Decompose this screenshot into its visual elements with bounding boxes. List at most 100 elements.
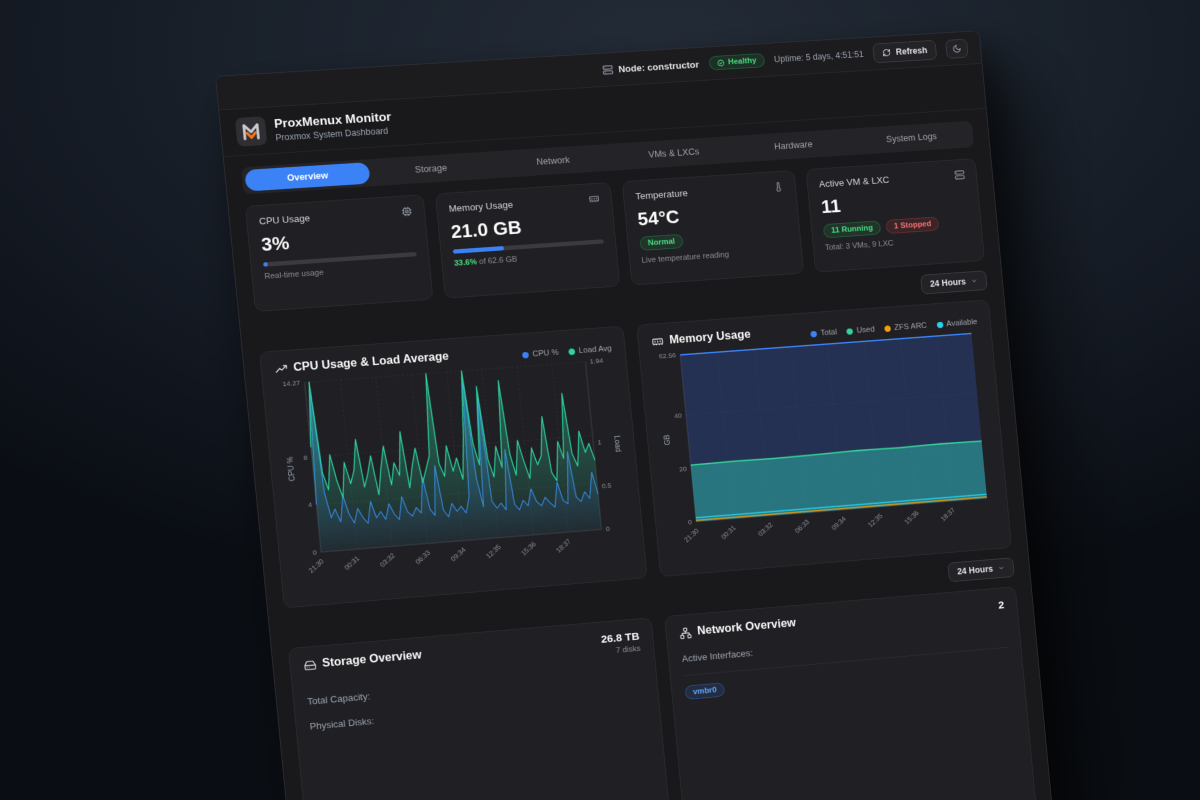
svg-text:GB: GB bbox=[662, 434, 672, 445]
chevron-down-icon bbox=[997, 564, 1005, 571]
legend-dot bbox=[846, 328, 853, 335]
legend-dot bbox=[936, 321, 943, 328]
svg-text:0.5: 0.5 bbox=[601, 482, 611, 489]
network-title-row: Network Overview bbox=[679, 617, 797, 640]
memory-usage-card: Memory Usage 21.0 GB 33.6% of 62.6 GB bbox=[435, 182, 620, 298]
tab-system-logs[interactable]: System Logs bbox=[852, 124, 972, 152]
cpu-load-chart-panel: CPU Usage & Load Average CPU % Load Avg … bbox=[259, 326, 647, 609]
app-logo bbox=[235, 116, 267, 146]
tab-network[interactable]: Network bbox=[491, 147, 614, 176]
network-summary-value: 2 bbox=[998, 599, 1005, 611]
temperature-value: 54°C bbox=[637, 199, 787, 231]
tab-storage[interactable]: Storage bbox=[368, 154, 493, 183]
svg-text:21:30: 21:30 bbox=[308, 558, 326, 575]
svg-text:14.27: 14.27 bbox=[282, 380, 300, 388]
memory-icon bbox=[651, 335, 664, 348]
svg-text:0: 0 bbox=[606, 526, 611, 533]
storage-overview-panel: Storage Overview 26.8 TB 7 disks Total C… bbox=[288, 617, 675, 800]
svg-text:09:34: 09:34 bbox=[450, 547, 468, 564]
cpu-usage-value: 3% bbox=[260, 224, 415, 256]
check-circle-icon bbox=[716, 59, 725, 67]
vm-running-badge: 11 Running bbox=[823, 220, 882, 238]
tab-overview[interactable]: Overview bbox=[244, 162, 370, 191]
memory-used-pct: 33.6% bbox=[454, 258, 478, 268]
node-label: Node: constructor bbox=[618, 59, 700, 74]
dashboard-content: Overview Storage Network VMs & LXCs Hard… bbox=[224, 109, 1053, 800]
charts-row: CPU Usage & Load Average CPU % Load Avg … bbox=[259, 299, 1012, 608]
svg-text:1: 1 bbox=[597, 440, 602, 447]
cpu-chip-icon bbox=[401, 206, 413, 217]
svg-text:00:31: 00:31 bbox=[721, 525, 738, 541]
interface-badge: vmbr0 bbox=[685, 682, 726, 699]
legend-dot bbox=[810, 330, 817, 337]
page-background: Node: constructor Healthy Uptime: 5 days… bbox=[0, 0, 1200, 800]
chevron-down-icon bbox=[970, 277, 978, 284]
cpu-usage-card: CPU Usage 3% Real-time usage bbox=[245, 194, 433, 312]
uptime-text: Uptime: 5 days, 4:51:51 bbox=[774, 49, 864, 64]
vm-lxc-card: Active VM & LXC 11 11 Running 1 Stopped … bbox=[806, 158, 985, 272]
dashboard-window: Node: constructor Healthy Uptime: 5 days… bbox=[215, 30, 1053, 800]
network-overview-panel: Network Overview 2 Active Interfaces: vm… bbox=[664, 586, 1038, 800]
svg-text:12:35: 12:35 bbox=[485, 544, 502, 560]
vm-card-title: Active VM & LXC bbox=[819, 174, 890, 189]
svg-text:12:35: 12:35 bbox=[867, 513, 884, 529]
svg-text:03:32: 03:32 bbox=[379, 552, 397, 569]
health-badge: Healthy bbox=[708, 53, 765, 70]
node-info: Node: constructor bbox=[602, 59, 699, 75]
svg-text:0: 0 bbox=[688, 519, 693, 526]
storage-title-row: Storage Overview bbox=[303, 649, 422, 672]
time-range-select-charts[interactable]: 24 Hours bbox=[947, 557, 1014, 582]
refresh-icon bbox=[882, 48, 891, 57]
trending-up-icon bbox=[274, 363, 288, 376]
svg-text:4: 4 bbox=[308, 502, 313, 509]
legend-dot bbox=[884, 325, 891, 332]
tab-hardware[interactable]: Hardware bbox=[733, 131, 854, 160]
memory-stick-icon bbox=[588, 193, 600, 204]
server-icon bbox=[602, 64, 614, 75]
server-stack-icon bbox=[954, 169, 965, 180]
storage-summary: 26.8 TB 7 disks bbox=[600, 630, 640, 656]
network-title: Network Overview bbox=[697, 617, 797, 638]
theme-toggle-button[interactable] bbox=[945, 38, 968, 58]
memory-usage-value: 21.0 GB bbox=[450, 211, 603, 243]
network-icon bbox=[679, 626, 692, 639]
svg-text:0: 0 bbox=[312, 550, 317, 557]
vm-count-value: 11 bbox=[820, 187, 968, 218]
svg-text:15:36: 15:36 bbox=[904, 510, 921, 526]
storage-summary-sub: 7 disks bbox=[602, 644, 641, 656]
svg-text:09:34: 09:34 bbox=[831, 516, 848, 532]
legend-dot bbox=[522, 351, 529, 358]
svg-text:15:36: 15:36 bbox=[520, 541, 537, 557]
svg-text:03:32: 03:32 bbox=[757, 522, 774, 538]
temperature-card: Temperature 54°C Normal Live temperature… bbox=[622, 170, 804, 285]
svg-text:00:31: 00:31 bbox=[344, 555, 362, 572]
memory-card-title: Memory Usage bbox=[448, 199, 513, 214]
memory-of-total: of 62.6 GB bbox=[476, 255, 517, 266]
svg-text:21:30: 21:30 bbox=[683, 528, 700, 544]
thermometer-icon bbox=[773, 181, 785, 192]
time-range-select-cards[interactable]: 24 Hours bbox=[920, 270, 988, 294]
app-titles: ProxMenux Monitor Proxmox System Dashboa… bbox=[274, 110, 393, 143]
svg-text:8: 8 bbox=[303, 455, 308, 462]
legend-dot bbox=[568, 348, 575, 355]
temperature-card-title: Temperature bbox=[635, 188, 688, 202]
cpu-load-chart: 21:30 00:31 03:32 06:33 09:34 12:35 15:36 18:37… bbox=[276, 353, 634, 592]
svg-text:CPU %: CPU % bbox=[285, 456, 296, 481]
temperature-status-badge: Normal bbox=[639, 234, 683, 251]
svg-text:Load: Load bbox=[612, 435, 622, 452]
svg-text:62.56: 62.56 bbox=[659, 352, 677, 360]
svg-text:20: 20 bbox=[679, 466, 687, 473]
memory-chart-panel: Memory Usage Total Used ZFS ARC Availabl… bbox=[636, 299, 1012, 577]
svg-text:18:37: 18:37 bbox=[555, 538, 572, 554]
svg-text:06:33: 06:33 bbox=[794, 519, 811, 535]
proxmenux-m-icon bbox=[241, 122, 262, 142]
refresh-button[interactable]: Refresh bbox=[873, 40, 938, 63]
svg-text:18:37: 18:37 bbox=[940, 507, 957, 523]
tab-vms-lxcs[interactable]: VMs & LXCs bbox=[613, 139, 735, 168]
svg-text:1.94: 1.94 bbox=[590, 358, 604, 366]
moon-icon bbox=[952, 44, 962, 54]
cpu-card-title: CPU Usage bbox=[259, 213, 311, 227]
storage-summary-value: 26.8 TB bbox=[600, 630, 639, 645]
vm-stopped-badge: 1 Stopped bbox=[886, 216, 940, 233]
memory-chart: 21:30 00:31 03:32 06:33 09:34 12:35 15:36 18:37… bbox=[652, 326, 998, 560]
